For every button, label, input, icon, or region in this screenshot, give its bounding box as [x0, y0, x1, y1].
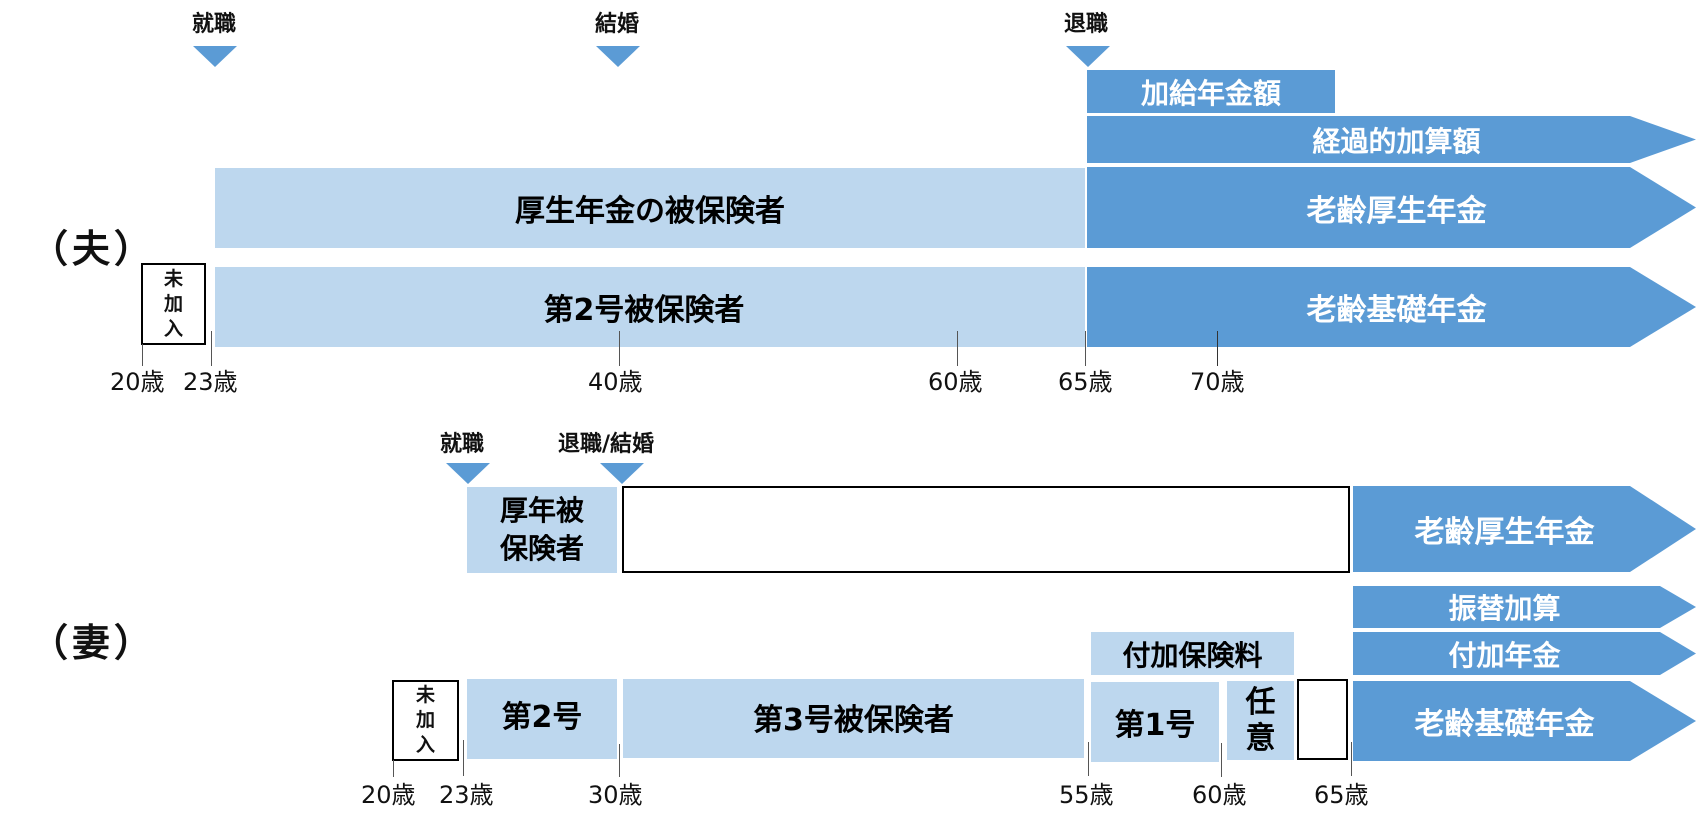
wife-event-employment: 就職 — [440, 432, 485, 457]
husband-age-40: 40歳 — [588, 368, 643, 396]
unenrolled-char: 入 — [163, 317, 183, 340]
husband-event-marriage: 結婚 — [595, 12, 640, 37]
bar-label: 付加保険料 — [1122, 638, 1263, 672]
husband-age-60: 60歳 — [928, 368, 983, 396]
wife-age-23: 23歳 — [439, 781, 494, 809]
bar-label: 付加年金 — [1448, 638, 1561, 672]
bar-label: 意 — [1245, 720, 1276, 756]
wife-rorei-kiso-arrow: 老齢基礎年金 — [1353, 681, 1696, 761]
husband-kosei-insured-bar: 厚生年金の被保険者 — [215, 168, 1085, 248]
husband-rorei-kosei-arrow: 老齢厚生年金 — [1087, 167, 1696, 248]
wife-empty-period-box — [622, 486, 1350, 573]
bar-label: 第3号被保険者 — [753, 702, 954, 738]
tick-23 — [463, 740, 464, 776]
unenrolled-char: 未 — [415, 684, 435, 706]
husband-event-retirement: 退職 — [1064, 12, 1109, 37]
wife-fuka-premium-box: 付加保険料 — [1091, 632, 1294, 675]
wife-age-20: 20歳 — [361, 781, 416, 809]
wife-age-60: 60歳 — [1192, 781, 1247, 809]
husband-rorei-kiso-arrow: 老齢基礎年金 — [1087, 267, 1696, 347]
wife-label: （妻） — [30, 621, 157, 665]
wife-empty-gap-box — [1297, 679, 1348, 760]
event-marker-icon — [446, 463, 490, 484]
husband-age-23: 23歳 — [183, 368, 238, 396]
tick-20 — [142, 344, 143, 366]
wife-rorei-kosei-arrow: 老齢厚生年金 — [1353, 486, 1696, 572]
bar-label: 保険者 — [499, 532, 584, 565]
bar-label: 第2号 — [501, 700, 583, 735]
husband-age-70: 70歳 — [1190, 368, 1245, 396]
bar-label: 第1号 — [1114, 708, 1196, 743]
tick-40 — [619, 331, 620, 366]
bar-label: 厚生年金の被保険者 — [515, 194, 785, 229]
tick-23 — [211, 331, 212, 366]
tick-60 — [1221, 743, 1222, 777]
husband-keikateki-kasan-arrow: 経過的加算額 — [1087, 116, 1696, 163]
husband-category2-bar: 第2号被保険者 — [215, 267, 1085, 347]
event-marker-icon — [1066, 46, 1110, 67]
bar-label: 任 — [1245, 684, 1276, 720]
tick-20 — [393, 760, 394, 777]
wife-unenrolled-box: 未 加 入 — [392, 680, 459, 761]
husband-event-employment: 就職 — [192, 12, 237, 37]
event-marker-icon — [600, 463, 644, 484]
event-marker-icon — [596, 46, 640, 67]
tick-70 — [1217, 331, 1218, 366]
wife-category1-bar: 第1号 — [1091, 682, 1219, 762]
unenrolled-char: 未 — [163, 267, 183, 290]
bar-label: 振替加算 — [1448, 592, 1561, 625]
tick-55 — [1088, 742, 1089, 776]
tick-60 — [957, 331, 958, 366]
wife-age-65: 65歳 — [1314, 781, 1369, 809]
bar-label: 老齢基礎年金 — [1306, 293, 1487, 328]
wife-voluntary-bar: 任 意 — [1227, 681, 1294, 760]
bar-label: 老齢厚生年金 — [1306, 193, 1487, 229]
husband-age-20: 20歳 — [110, 368, 165, 396]
bar-label: 経過的加算額 — [1312, 124, 1481, 158]
wife-fuka-nenkin-arrow: 付加年金 — [1353, 632, 1696, 675]
husband-age-65: 65歳 — [1058, 368, 1113, 396]
bar-label: 厚年被 — [499, 494, 584, 527]
unenrolled-char: 入 — [415, 734, 435, 756]
unenrolled-char: 加 — [163, 292, 183, 315]
wife-category3-bar: 第3号被保険者 — [623, 679, 1084, 758]
wife-event-retirement-marriage: 退職/結婚 — [558, 432, 655, 457]
bar-label: 老齢厚生年金 — [1414, 515, 1595, 550]
wife-age-30: 30歳 — [588, 781, 643, 809]
bar-label: 加給年金額 — [1140, 76, 1281, 110]
wife-kosei-insured-box: 厚年被 保険者 — [467, 487, 617, 573]
unenrolled-char: 加 — [415, 709, 435, 731]
tick-65 — [1085, 331, 1086, 366]
bar-label: 老齢基礎年金 — [1414, 707, 1595, 742]
event-marker-icon — [193, 46, 237, 67]
husband-unenrolled-box: 未 加 入 — [141, 263, 206, 345]
bar-label: 第2号被保険者 — [543, 293, 745, 328]
wife-age-55: 55歳 — [1059, 781, 1114, 809]
husband-kakyu-nenkin-bar: 加給年金額 — [1087, 70, 1335, 113]
tick-30 — [619, 744, 620, 777]
wife-category2-bar: 第2号 — [467, 679, 617, 759]
wife-furikae-kasan-arrow: 振替加算 — [1353, 586, 1696, 628]
husband-label: （夫） — [30, 227, 157, 271]
tick-65 — [1351, 742, 1352, 776]
